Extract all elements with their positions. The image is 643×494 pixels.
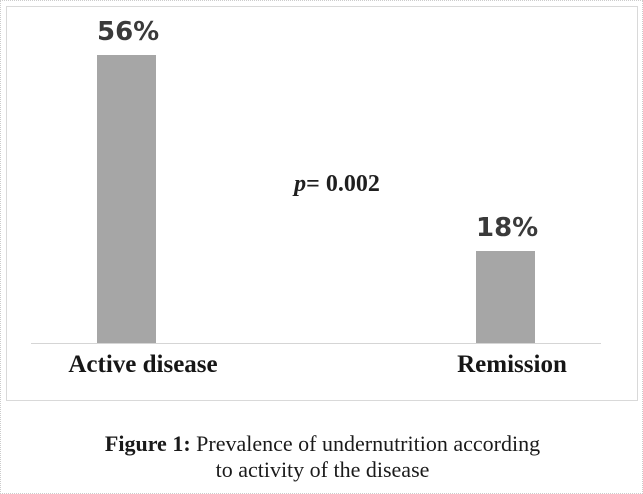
- figure-caption-line2: to activity of the disease: [215, 457, 430, 482]
- p-value-annotation: p= 0.002: [252, 171, 422, 198]
- figure-caption-label: Figure 1:: [104, 431, 191, 456]
- p-value-symbol: p: [294, 171, 307, 197]
- category-label-active-disease: Active disease: [68, 351, 218, 378]
- bar-value-label-active-disease: 56%: [97, 17, 160, 47]
- figure-caption: Figure 1: Prevalence of undernutrition a…: [1, 431, 642, 483]
- bar-active-disease: [97, 55, 156, 344]
- bar-remission: [476, 251, 535, 344]
- p-value-number: = 0.002: [306, 171, 380, 197]
- bar-chart: 56% p= 0.002 18% Active disease Remissio…: [6, 6, 638, 401]
- bar-value-label-remission: 18%: [476, 213, 539, 243]
- x-axis-line: [31, 343, 601, 344]
- category-label-remission: Remission: [457, 351, 567, 378]
- figure-caption-text-line1: Prevalence of undernutrition according: [190, 431, 541, 456]
- figure-caption-line1: Figure 1: Prevalence of undernutrition a…: [1, 431, 642, 457]
